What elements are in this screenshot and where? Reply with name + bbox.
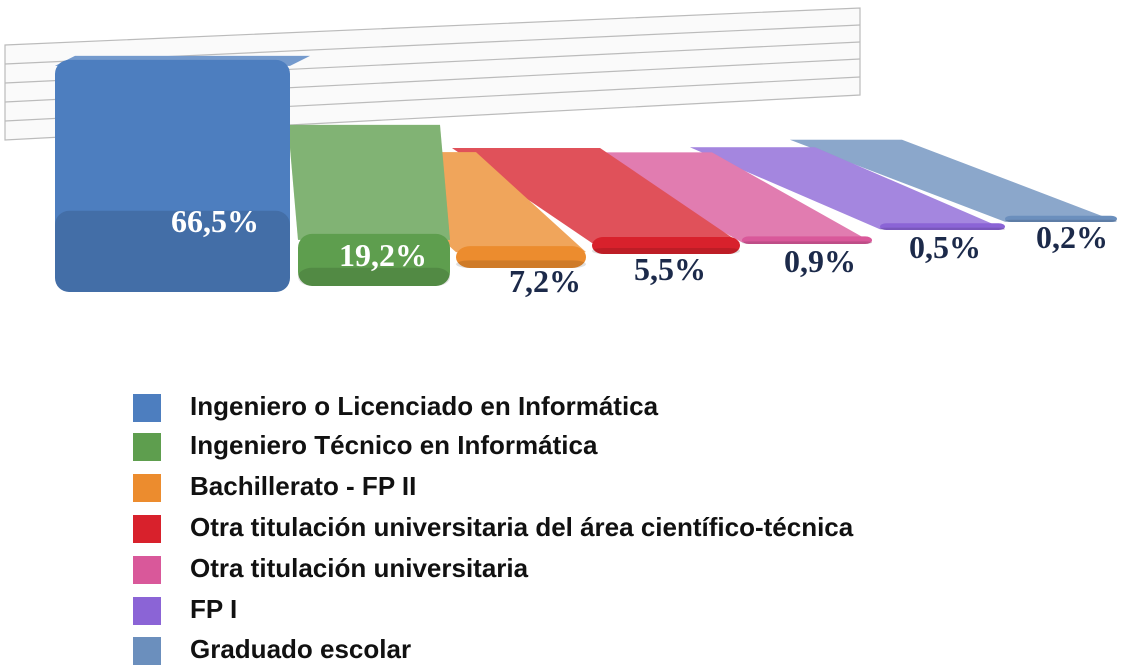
value-label: 66,5% xyxy=(171,203,259,239)
bar-shade xyxy=(1005,219,1117,222)
bar-top xyxy=(690,147,1005,230)
bar xyxy=(1005,215,1117,222)
bar-shade xyxy=(592,248,740,254)
bar xyxy=(592,237,740,254)
legend-label: Ingeniero o Licenciado en Informática xyxy=(190,391,659,421)
legend-swatch xyxy=(133,597,161,625)
value-label: 5,5% xyxy=(634,251,706,287)
legend-label: Bachillerato - FP II xyxy=(190,471,416,501)
bar-shade xyxy=(742,241,872,244)
bar xyxy=(298,233,450,286)
legend-swatch xyxy=(133,433,161,461)
legend-label: Ingeniero Técnico en Informática xyxy=(190,430,598,460)
legend-label: Graduado escolar xyxy=(190,634,411,664)
value-label: 0,2% xyxy=(1036,219,1108,255)
bar-top xyxy=(582,152,872,243)
bar-top-shade xyxy=(288,124,450,240)
legend-swatch xyxy=(133,394,161,422)
value-label: 19,2% xyxy=(339,237,427,273)
bar-shade xyxy=(298,267,450,286)
legend-label: Otra titulación universitaria del área c… xyxy=(190,512,854,542)
legend: Ingeniero o Licenciado en Informática Ing… xyxy=(133,391,854,665)
bar xyxy=(880,223,1005,230)
bar-shade xyxy=(880,227,1005,230)
bar-top-shade xyxy=(582,152,872,243)
bar-shade xyxy=(456,260,586,268)
bar xyxy=(456,246,586,268)
bar-top-shade xyxy=(790,139,1117,222)
bar xyxy=(55,59,290,293)
value-label: 7,2% xyxy=(509,263,581,299)
legend-swatch xyxy=(133,556,161,584)
bar-top xyxy=(452,148,740,243)
legend-swatch xyxy=(133,637,161,665)
bar-top xyxy=(790,139,1117,222)
bar-top xyxy=(288,124,450,240)
legend-label: FP I xyxy=(190,594,237,624)
value-label: 0,9% xyxy=(784,243,856,279)
bars: 66,5% 19,2% 7,2% 5,5% 0,9% 0,5% 0,2% xyxy=(55,55,1117,299)
legend-label: Otra titulación universitaria xyxy=(190,553,529,583)
bar-shade xyxy=(55,210,290,292)
bar-top-shade xyxy=(690,147,1005,230)
bar xyxy=(742,236,872,244)
bar-top-shade xyxy=(452,148,740,243)
legend-swatch xyxy=(133,474,161,502)
legend-swatch xyxy=(133,515,161,543)
value-label: 0,5% xyxy=(909,229,981,265)
